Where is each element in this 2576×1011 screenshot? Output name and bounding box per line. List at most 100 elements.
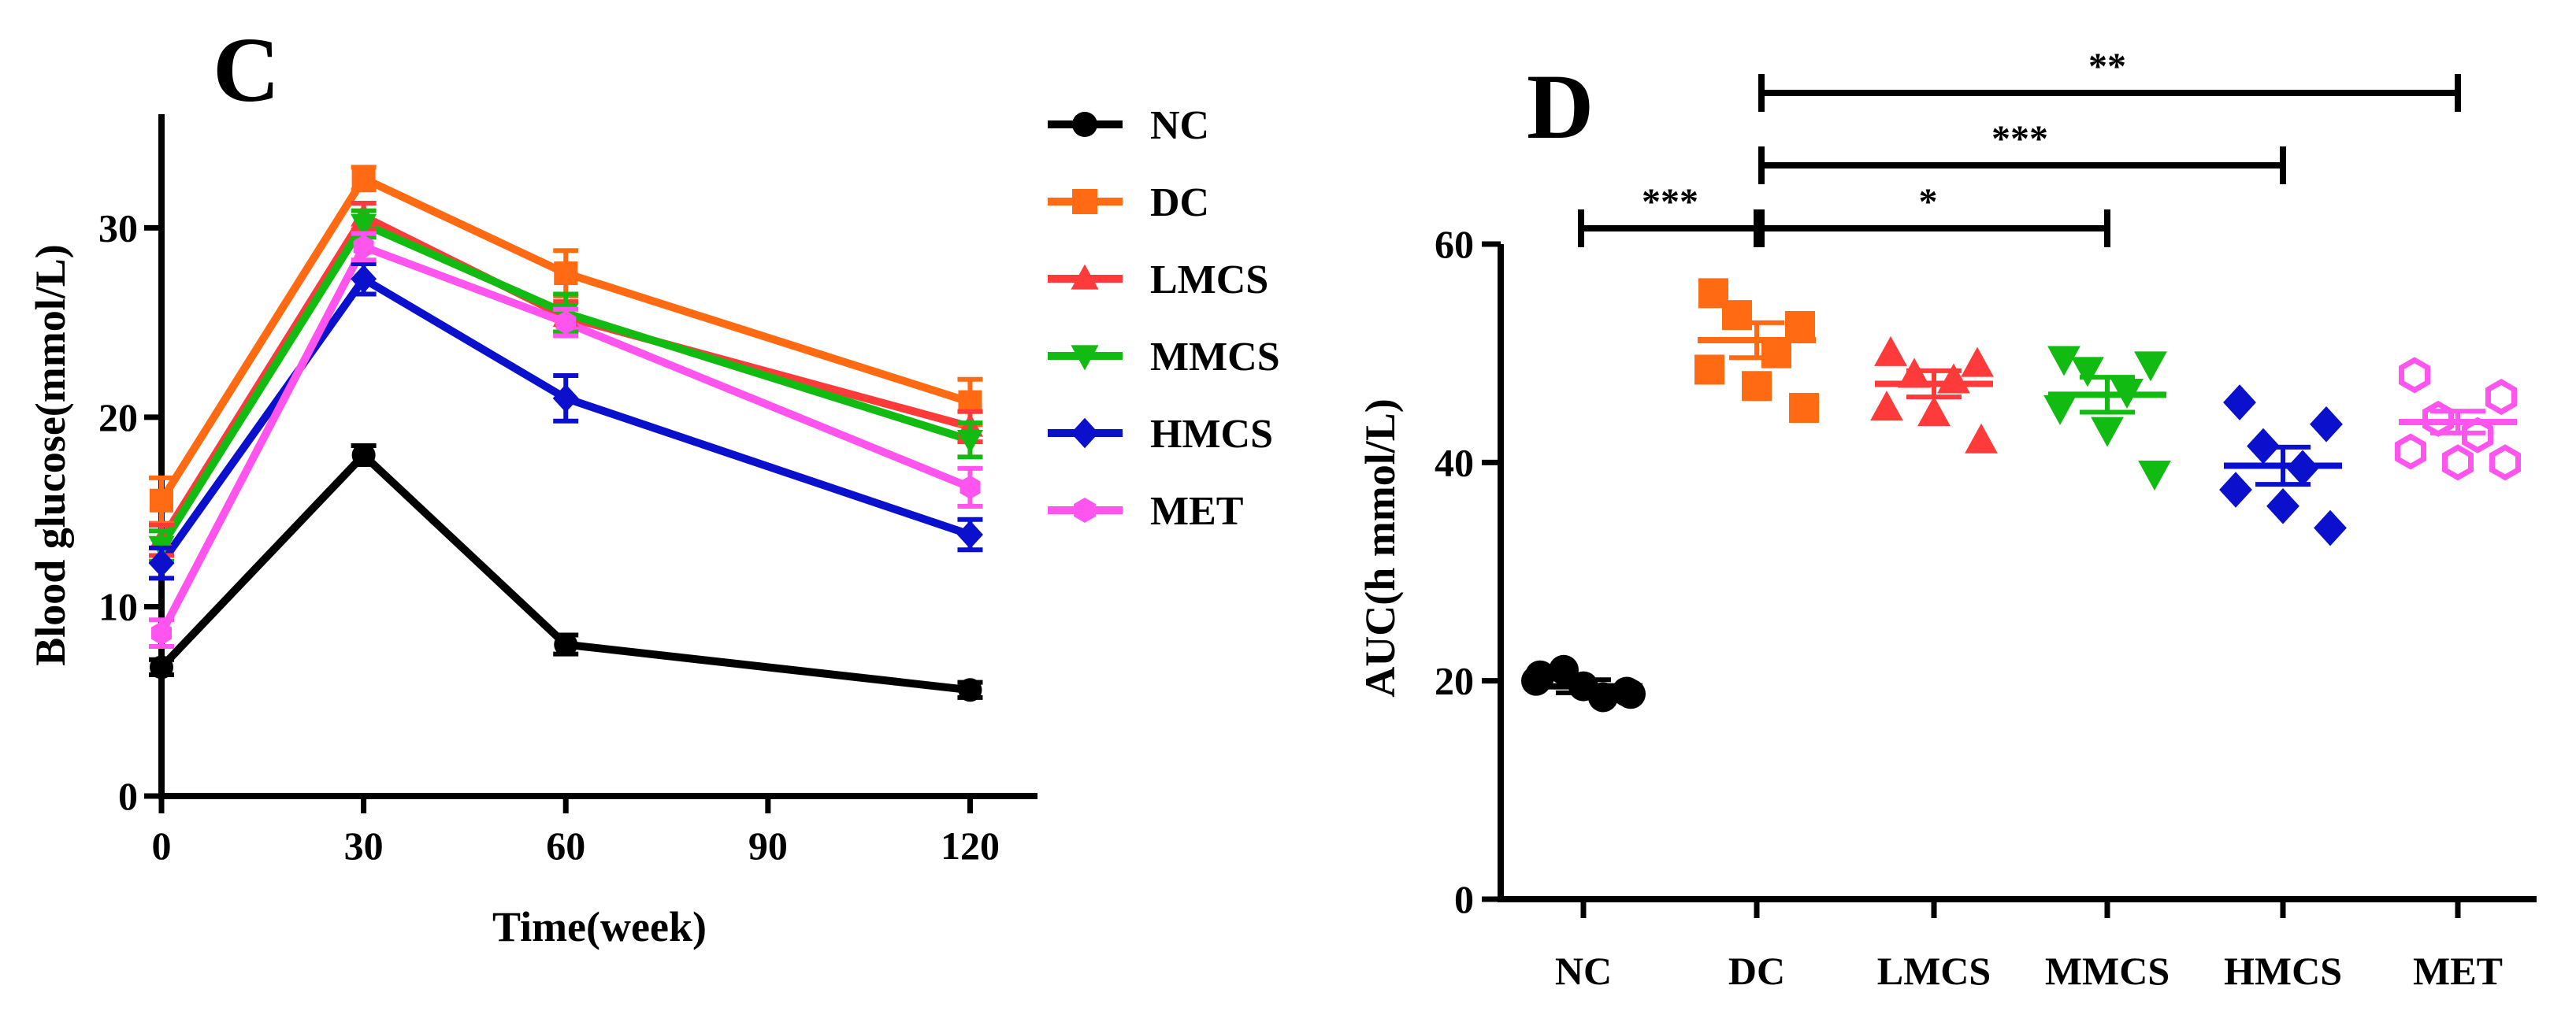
dot-mmcs [2043, 394, 2077, 425]
legend-marker [1071, 417, 1099, 449]
data-point-met [960, 475, 981, 499]
dot-dc [1785, 311, 1815, 341]
panel-d-category-label: NC [1555, 949, 1612, 993]
dot-mmcs [2047, 346, 2080, 376]
panel-d-category-label: MMCS [2045, 949, 2170, 993]
panel-c-y-tick-label: 10 [98, 584, 138, 628]
dot-hmcs [2314, 509, 2347, 546]
data-point-dc [554, 261, 578, 286]
panel-c-x-tick-label: 60 [546, 824, 585, 868]
panel-d-category-label: LMCS [1877, 949, 1991, 993]
panel-d-scatter-chart: D 0 20 40 60 NC DC LMCS MMCS HMCS MET AUC(h mmol/L… [1357, 46, 2537, 993]
dot-met [2442, 444, 2474, 481]
panel-d-letter: D [1527, 55, 1594, 158]
dot-dc [1722, 300, 1752, 331]
dot-dc [1789, 393, 1819, 423]
panel-d-category-label: DC [1728, 949, 1785, 993]
dot-hmcs [2223, 384, 2256, 420]
data-point-mmcs [351, 213, 377, 238]
dot-met [2395, 433, 2426, 470]
significance-bracket: * [1758, 181, 2110, 247]
panel-c-line-chart: C 0 10 20 30 0 30 60 90 120 Time(week) Blood gluco… [27, 18, 1280, 950]
dot-mmcs [2071, 357, 2104, 387]
significance-bracket: *** [1758, 118, 2286, 184]
legend-label: MMCS [1150, 335, 1280, 380]
legend-item-lmcs: LMCS [1048, 257, 1268, 302]
panel-c-x-tick-label: 0 [152, 824, 172, 868]
data-point-mmcs [956, 430, 983, 454]
panel-d-y-axis-title: AUC(h mmol/L) [1357, 398, 1404, 697]
legend-item-nc: NC [1048, 103, 1209, 148]
dot-mmcs [2134, 351, 2167, 382]
significance-label: * [1919, 181, 1938, 223]
dot-lmcs [1917, 396, 1951, 427]
dot-lmcs [1870, 391, 1903, 421]
dot-met [2399, 357, 2430, 394]
data-point-nc [150, 655, 173, 680]
legend-label: MET [1150, 489, 1243, 534]
significance-bracket: ** [1758, 46, 2461, 112]
dot-lmcs [1874, 335, 1907, 366]
panel-c-y-tick-label: 30 [98, 206, 138, 250]
panel-d-category-label: HMCS [2224, 949, 2342, 993]
dot-lmcs [1961, 346, 1994, 377]
data-point-nc [958, 678, 982, 702]
dot-hmcs [2266, 488, 2299, 524]
dot-mmcs [2091, 417, 2124, 447]
data-point-met [151, 621, 172, 646]
legend-marker [1072, 112, 1097, 137]
legend-marker [1071, 345, 1099, 371]
significance-label: ** [2088, 46, 2126, 87]
dot-hmcs [2310, 406, 2343, 443]
panel-c-y-tick-label: 20 [98, 395, 138, 439]
dot-dc [1742, 371, 1772, 402]
significance-label: *** [1991, 118, 2048, 160]
panel-d-y-tick-label: 40 [1435, 440, 1474, 484]
series-line-dc [158, 174, 972, 503]
legend-item-mmcs: MMCS [1048, 335, 1280, 380]
panel-c-x-axis-title: Time(week) [492, 903, 707, 950]
data-point-nc [351, 443, 376, 467]
panel-c-letter: C [213, 18, 280, 121]
legend-item-met: MET [1048, 489, 1243, 534]
legend-label: LMCS [1150, 257, 1268, 302]
panel-c-x-tick-label: 30 [344, 824, 384, 868]
legend-label: HMCS [1150, 412, 1273, 457]
panel-d-y-tick-label: 0 [1454, 877, 1474, 921]
legend-marker [1074, 498, 1096, 523]
panel-d-y-tick-label: 20 [1435, 659, 1474, 703]
legend-item-dc: DC [1048, 180, 1209, 225]
data-point-met [555, 310, 577, 335]
panel-c-y-axis-title: Blood glucose(mmol/L) [27, 244, 74, 666]
data-point-met [353, 235, 374, 259]
dot-met [2422, 400, 2454, 437]
significance-bracket: *** [1578, 181, 1760, 247]
series-line-met [158, 243, 972, 635]
series-line-mmcs [158, 220, 971, 549]
legend-marker [1072, 189, 1097, 214]
dot-mmcs [2138, 461, 2171, 491]
data-point-hmcs [148, 549, 175, 578]
significance-label: *** [1642, 181, 1698, 223]
legend-marker [1071, 264, 1099, 290]
panel-c-x-tick-label: 90 [748, 824, 788, 868]
panel-d-category-label: MET [2413, 949, 2503, 993]
data-point-dc [150, 488, 173, 513]
panel-d-y-tick-label: 60 [1435, 222, 1474, 266]
dot-met [2489, 444, 2521, 481]
dot-hmcs [2219, 472, 2252, 508]
legend-item-hmcs: HMCS [1048, 412, 1273, 457]
data-point-nc [554, 632, 578, 657]
dot-nc [1521, 665, 1551, 696]
panel-c-y-tick-label: 0 [118, 774, 138, 818]
series-line-hmcs [158, 275, 972, 565]
dot-met [2485, 379, 2517, 416]
data-point-hmcs [351, 265, 377, 294]
panel-c-x-tick-label: 120 [941, 824, 1000, 868]
dot-lmcs [1937, 363, 1970, 394]
legend-label: DC [1150, 180, 1209, 225]
series-line-nc [158, 451, 971, 694]
dot-lmcs [1965, 423, 1998, 454]
data-point-hmcs [552, 383, 579, 413]
data-point-dc [351, 166, 376, 191]
